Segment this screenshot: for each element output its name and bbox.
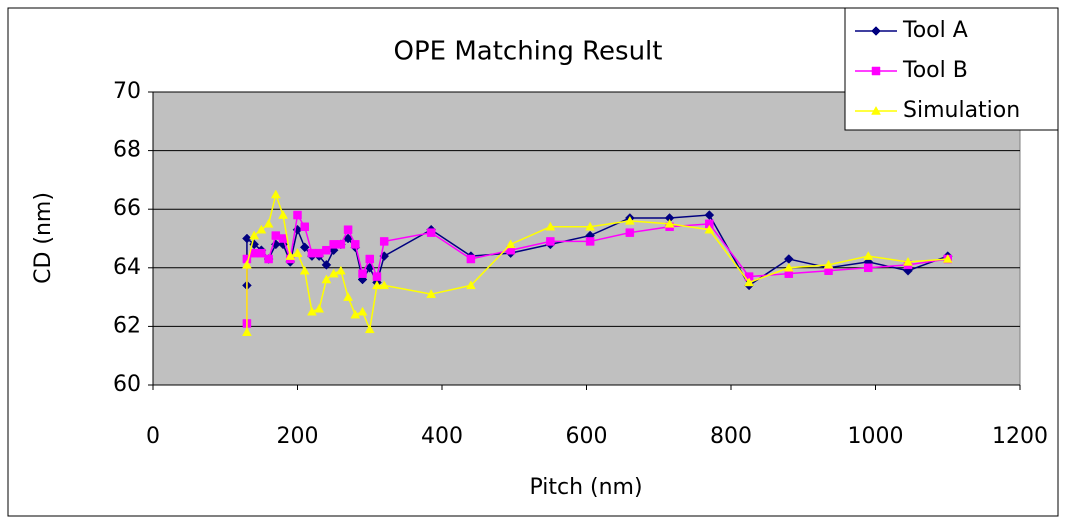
x-tick-label: 1000 <box>848 424 904 449</box>
x-tick-label: 800 <box>710 424 752 449</box>
x-tick-label: 400 <box>421 424 463 449</box>
y-tick-label: 60 <box>113 372 141 397</box>
data-point <box>379 237 389 246</box>
data-point <box>350 309 361 319</box>
data-point <box>546 237 555 246</box>
data-point <box>863 251 874 260</box>
legend-marker <box>871 66 881 76</box>
data-point <box>372 280 382 290</box>
chart-title: OPE Matching Result <box>394 37 663 67</box>
data-point <box>270 189 281 199</box>
x-tick-label: 600 <box>566 424 608 449</box>
data-point <box>314 248 324 258</box>
legend-marker <box>871 26 881 36</box>
data-point <box>365 254 374 264</box>
data-point <box>314 303 325 313</box>
data-point <box>329 240 338 249</box>
data-point <box>585 237 595 246</box>
data-point <box>704 210 715 220</box>
data-point <box>300 222 309 232</box>
data-point <box>321 274 332 284</box>
data-point <box>364 324 375 334</box>
y-axis-label: CD (nm) <box>31 192 56 284</box>
data-point <box>322 245 331 255</box>
data-point <box>664 218 675 228</box>
data-point <box>307 306 317 316</box>
data-point <box>336 240 346 249</box>
data-point <box>942 254 953 263</box>
y-tick-label: 70 <box>113 79 141 104</box>
x-axis-label: Pitch (nm) <box>529 475 642 500</box>
data-point <box>372 272 382 281</box>
legend-box <box>844 7 1059 131</box>
data-point <box>744 277 754 287</box>
data-point <box>249 230 260 240</box>
data-point <box>465 280 476 290</box>
data-point <box>241 259 252 269</box>
data-point <box>358 269 367 278</box>
data-point <box>256 224 267 234</box>
data-point <box>307 248 317 258</box>
data-point <box>625 228 635 237</box>
data-point <box>505 239 516 249</box>
data-point <box>257 248 266 258</box>
data-point <box>343 225 353 234</box>
data-point <box>285 251 296 260</box>
data-point <box>299 242 310 253</box>
data-point <box>624 215 635 225</box>
data-point <box>292 248 303 257</box>
data-point <box>783 262 794 272</box>
data-point <box>241 327 252 337</box>
legend-label: Tool B <box>902 58 968 83</box>
data-point <box>264 254 273 264</box>
legend-label: Tool A <box>902 18 968 43</box>
legend: Tool A Tool B Simulation <box>844 7 1059 131</box>
x-tick-label: 0 <box>146 424 160 449</box>
data-point <box>351 240 360 249</box>
x-tick-label: 200 <box>277 424 319 449</box>
data-point <box>705 219 714 229</box>
y-tick-label: 62 <box>113 313 141 338</box>
data-point <box>271 231 281 240</box>
y-tick-label: 64 <box>113 255 141 280</box>
data-point <box>249 248 259 258</box>
legend-label: Simulation <box>903 98 1020 123</box>
data-point <box>263 218 274 228</box>
y-tick-label: 66 <box>113 196 141 221</box>
data-point <box>426 228 436 237</box>
data-point <box>278 210 288 219</box>
data-point <box>585 221 596 231</box>
data-point <box>466 254 476 264</box>
data-point <box>379 280 390 290</box>
data-point <box>704 224 715 234</box>
data-point <box>299 265 310 275</box>
data-point <box>321 260 332 270</box>
data-point <box>335 265 346 275</box>
legend-marker <box>871 105 881 115</box>
data-point <box>293 210 302 220</box>
data-point <box>242 233 252 244</box>
data-point <box>278 234 288 243</box>
data-point <box>823 259 834 269</box>
data-point <box>545 221 556 231</box>
data-point <box>328 268 339 278</box>
y-tick-label: 68 <box>113 138 141 163</box>
data-point <box>864 263 873 273</box>
x-tick-label: 1200 <box>992 424 1048 449</box>
data-point <box>343 292 354 301</box>
data-point <box>357 306 368 316</box>
data-point <box>903 256 913 266</box>
data-point <box>426 289 437 298</box>
